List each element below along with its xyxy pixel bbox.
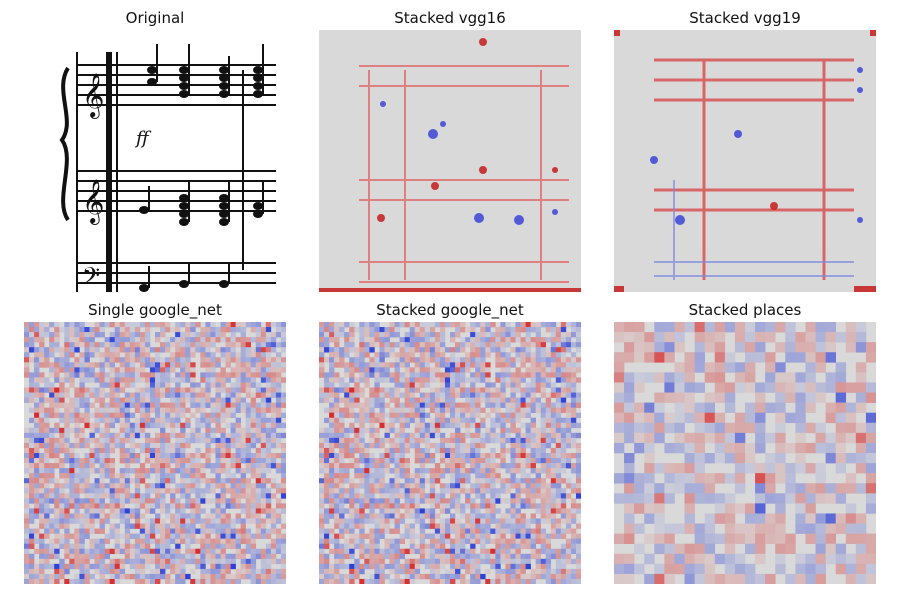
heatmap-stacked-google-net	[319, 322, 581, 584]
svg-text:𝄞: 𝄞	[82, 179, 104, 225]
heatmap-single-google-net	[24, 322, 286, 584]
heatmap-stacked-vgg16	[319, 30, 581, 292]
panel-title-stacked-places: Stacked places	[688, 301, 802, 319]
panel-title-stacked-google-net: Stacked google_net	[376, 301, 524, 319]
original-sheet-music-image: 𝄞 𝄞 𝄢 ff	[24, 30, 286, 292]
svg-text:ff: ff	[134, 128, 152, 149]
heatmap-stacked-places	[614, 322, 876, 584]
panel-title-original: Original	[125, 9, 185, 27]
panel-title-stacked-vgg16: Stacked vgg16	[394, 9, 506, 27]
heatmap-stacked-vgg19	[614, 30, 876, 292]
svg-text:𝄞: 𝄞	[82, 73, 104, 119]
svg-text:𝄢: 𝄢	[82, 262, 100, 292]
panel-title-single-google-net: Single google_net	[88, 301, 222, 319]
panel-title-stacked-vgg19: Stacked vgg19	[689, 9, 801, 27]
